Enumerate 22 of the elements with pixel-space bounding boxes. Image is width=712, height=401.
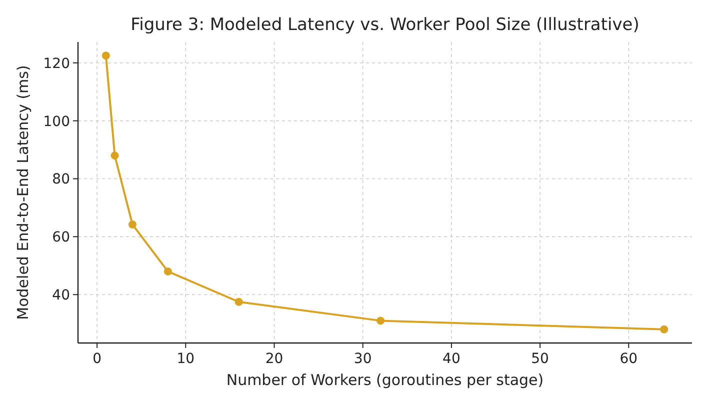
x-tick-label: 20 — [265, 351, 284, 367]
y-axis-title: Modeled End-to-End Latency (ms) — [14, 65, 32, 320]
point — [164, 267, 172, 276]
y-tick-label: 40 — [52, 288, 70, 304]
chart-title: Figure 3: Modeled Latency vs. Worker Pool Size (Illustrative) — [130, 15, 640, 35]
x-tick-label: 50 — [531, 351, 549, 367]
y-tick-label: 80 — [52, 172, 70, 188]
x-tick-label: 40 — [442, 351, 460, 367]
point — [234, 298, 243, 306]
x-tick-label: 60 — [620, 351, 638, 367]
point — [376, 316, 385, 325]
x-tick-label: 0 — [92, 351, 102, 367]
y-tick-label: 100 — [43, 114, 70, 130]
point — [102, 52, 110, 60]
point — [660, 325, 668, 334]
point — [110, 152, 119, 160]
x-axis-title: Number of Workers (goroutines per stage) — [226, 371, 544, 389]
x-tick-label: 10 — [176, 351, 195, 367]
x-tick-label: 30 — [354, 351, 372, 367]
y-tick-label: 60 — [52, 230, 70, 246]
y-tick-label: 120 — [43, 56, 70, 72]
point — [128, 220, 136, 229]
